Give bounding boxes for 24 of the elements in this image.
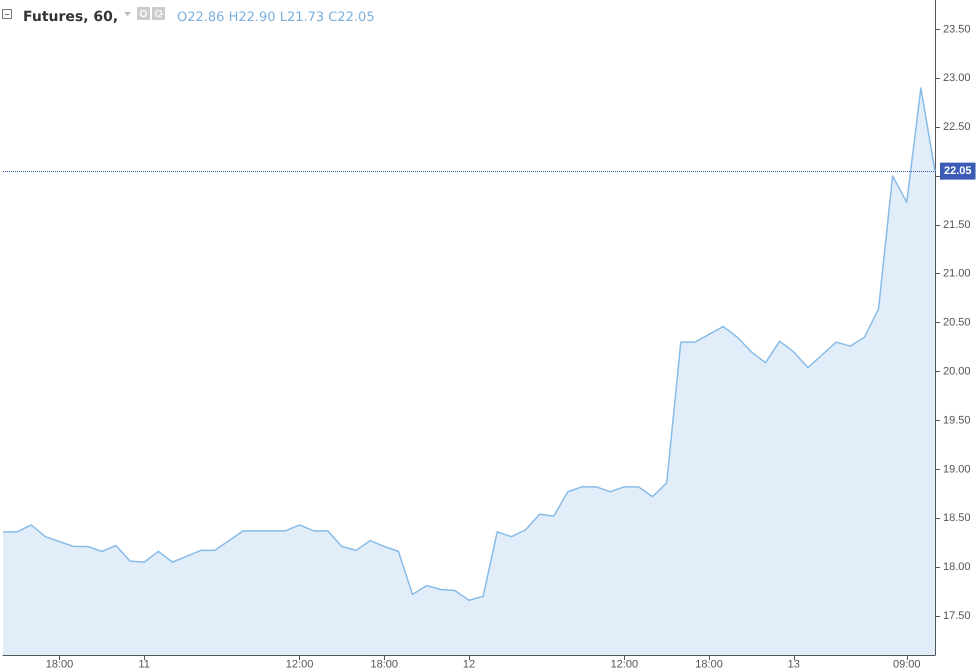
x-tick-label: 12 (462, 658, 476, 670)
y-tick-label: 18.00 (943, 561, 971, 574)
y-tick-label: 20.50 (943, 316, 971, 329)
y-tick-label: 22.50 (943, 121, 971, 134)
y-tick-label: 23.00 (943, 72, 971, 84)
text: Futures, 60, (23, 9, 118, 25)
y-tick-label: 17.50 (943, 610, 971, 622)
x-tick-label: 18:00 (370, 658, 398, 670)
x-tick-label: 11 (138, 658, 150, 670)
y-tick-label: 21.50 (943, 218, 971, 231)
y-tick-label: 19.50 (943, 414, 971, 426)
x-tick-label: 18:00 (695, 658, 723, 670)
y-tick-label: 20.00 (943, 365, 971, 378)
ref-line-label: 22.05 (944, 165, 972, 178)
text: O22.86 H22.90 L21.73 C22.05 (177, 10, 375, 25)
y-tick-label: 18.50 (943, 512, 971, 524)
x-tick-label: 12:00 (610, 658, 638, 670)
y-tick-label: 21.00 (943, 268, 971, 280)
x-tick-label: 09:00 (892, 658, 921, 670)
y-tick-label: 23.50 (943, 23, 971, 36)
x-tick-label: 12:00 (286, 658, 314, 670)
x-tick-label: 18:00 (46, 658, 74, 670)
x-tick-label: 13 (788, 658, 800, 670)
y-tick-label: 19.00 (943, 463, 971, 476)
